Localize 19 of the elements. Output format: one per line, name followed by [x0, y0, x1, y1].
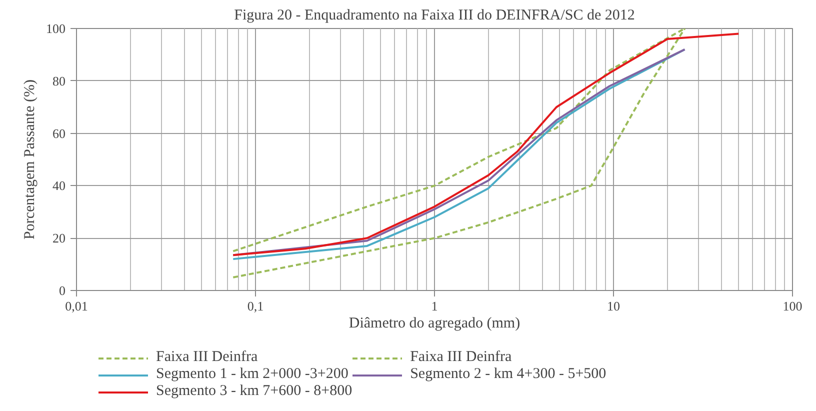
y-tick-label: 20	[52, 230, 66, 246]
y-tick-label: 80	[52, 73, 66, 88]
y-tick-label: 100	[46, 21, 66, 36]
legend-label: Segmento 2 - km 4+300 - 5+500	[410, 366, 606, 383]
y-axis-title: Porcentagem Passante (%)	[22, 80, 38, 240]
x-tick-label: 100	[782, 298, 802, 314]
y-tick-label: 60	[52, 126, 66, 141]
legend-label: Faixa III Deinfra	[156, 349, 258, 366]
x-tick-label: 0,01	[65, 298, 88, 314]
x-tick-label: 1	[431, 298, 438, 314]
legend-label: Segmento 1 - km 2+000 -3+200	[156, 366, 348, 383]
x-axis-title: Diâmetro do agregado (mm)	[348, 316, 520, 332]
y-tick-label: 0	[59, 283, 66, 298]
chart-title: Figura 20 - Enquadramento na Faixa III do DEINFRA/SC de 2012	[234, 8, 635, 24]
legend-label: Segmento 3 - km 7+600 - 8+800	[156, 383, 352, 400]
x-tick-label: 10	[607, 298, 620, 314]
legend-label: Faixa III Deinfra	[410, 349, 512, 366]
y-tick-label: 40	[52, 178, 66, 194]
x-tick-label: 0,1	[247, 298, 264, 314]
